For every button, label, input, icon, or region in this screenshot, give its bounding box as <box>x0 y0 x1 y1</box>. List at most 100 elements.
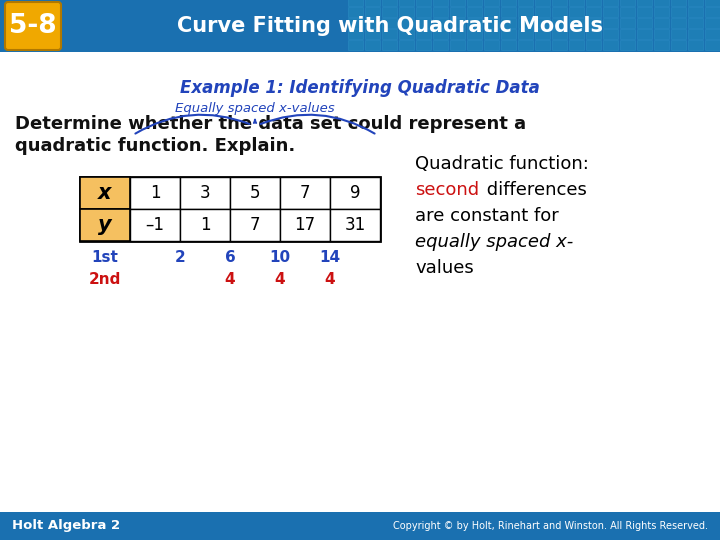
Bar <box>552 18 567 28</box>
Bar <box>654 29 669 39</box>
Bar <box>348 7 363 17</box>
Bar <box>654 0 669 6</box>
Bar <box>180 209 230 241</box>
Bar <box>416 7 431 17</box>
Text: –1: –1 <box>145 216 164 234</box>
Bar <box>501 0 516 6</box>
Bar <box>518 7 533 17</box>
Bar <box>484 18 499 28</box>
Text: 17: 17 <box>294 216 315 234</box>
Bar <box>637 40 652 50</box>
Bar <box>180 177 230 209</box>
Text: Quadratic function:: Quadratic function: <box>415 155 589 173</box>
Bar <box>671 29 686 39</box>
Text: 4: 4 <box>275 272 285 287</box>
Text: Equally spaced x-values: Equally spaced x-values <box>175 102 335 115</box>
Bar <box>535 29 550 39</box>
Bar <box>586 29 601 39</box>
Bar <box>552 0 567 6</box>
Bar <box>637 7 652 17</box>
Bar <box>637 0 652 6</box>
Bar <box>501 18 516 28</box>
Bar <box>450 40 465 50</box>
Bar <box>484 7 499 17</box>
Text: 3: 3 <box>199 184 210 202</box>
Bar <box>433 0 448 6</box>
Bar <box>484 29 499 39</box>
Bar <box>348 18 363 28</box>
Text: values: values <box>415 259 474 277</box>
Bar <box>348 40 363 50</box>
Text: 10: 10 <box>269 249 291 265</box>
Bar <box>535 7 550 17</box>
Text: 4: 4 <box>325 272 336 287</box>
Bar <box>569 0 584 6</box>
Text: 1: 1 <box>199 216 210 234</box>
Bar <box>586 7 601 17</box>
Bar <box>348 0 363 6</box>
Bar <box>671 0 686 6</box>
Bar <box>603 40 618 50</box>
Bar <box>467 18 482 28</box>
Bar <box>0 0 720 52</box>
Bar <box>671 7 686 17</box>
Text: 2: 2 <box>175 249 185 265</box>
Bar <box>416 0 431 6</box>
FancyBboxPatch shape <box>5 2 61 50</box>
Bar <box>705 18 720 28</box>
Bar <box>280 209 330 241</box>
Bar <box>365 18 380 28</box>
Bar <box>330 209 380 241</box>
Bar <box>586 40 601 50</box>
Bar <box>535 18 550 28</box>
Bar <box>399 0 414 6</box>
Bar <box>518 29 533 39</box>
Text: 1st: 1st <box>91 249 118 265</box>
Bar <box>433 7 448 17</box>
Bar <box>416 18 431 28</box>
Bar <box>637 18 652 28</box>
Text: Example 1: Identifying Quadratic Data: Example 1: Identifying Quadratic Data <box>180 79 540 97</box>
Bar <box>501 7 516 17</box>
Bar <box>280 177 330 209</box>
Bar <box>365 0 380 6</box>
Bar <box>586 18 601 28</box>
Bar <box>467 40 482 50</box>
Bar <box>603 18 618 28</box>
Text: Copyright © by Holt, Rinehart and Winston. All Rights Reserved.: Copyright © by Holt, Rinehart and Winsto… <box>393 521 708 531</box>
Bar <box>654 40 669 50</box>
Bar <box>688 40 703 50</box>
Bar <box>484 40 499 50</box>
Text: quadratic function. Explain.: quadratic function. Explain. <box>15 137 295 155</box>
Bar <box>620 7 635 17</box>
Bar <box>399 18 414 28</box>
Bar <box>518 40 533 50</box>
Bar <box>484 0 499 6</box>
Bar <box>382 29 397 39</box>
Bar <box>654 7 669 17</box>
Bar <box>705 29 720 39</box>
Bar <box>518 0 533 6</box>
Bar <box>230 177 280 209</box>
Bar <box>569 7 584 17</box>
Bar <box>688 0 703 6</box>
Bar <box>552 7 567 17</box>
Bar <box>569 29 584 39</box>
Text: 7: 7 <box>250 216 260 234</box>
Text: second: second <box>415 181 479 199</box>
Text: are constant for: are constant for <box>415 207 559 225</box>
Bar <box>552 29 567 39</box>
Bar <box>688 7 703 17</box>
Text: 1: 1 <box>150 184 161 202</box>
Text: Curve Fitting with Quadratic Models: Curve Fitting with Quadratic Models <box>177 16 603 36</box>
Bar <box>552 40 567 50</box>
Bar <box>671 18 686 28</box>
Bar <box>603 7 618 17</box>
Bar <box>130 209 180 241</box>
Text: 31: 31 <box>344 216 366 234</box>
Bar <box>80 177 380 241</box>
Bar <box>80 209 130 241</box>
Bar <box>620 40 635 50</box>
Bar <box>705 7 720 17</box>
Text: 5: 5 <box>250 184 260 202</box>
